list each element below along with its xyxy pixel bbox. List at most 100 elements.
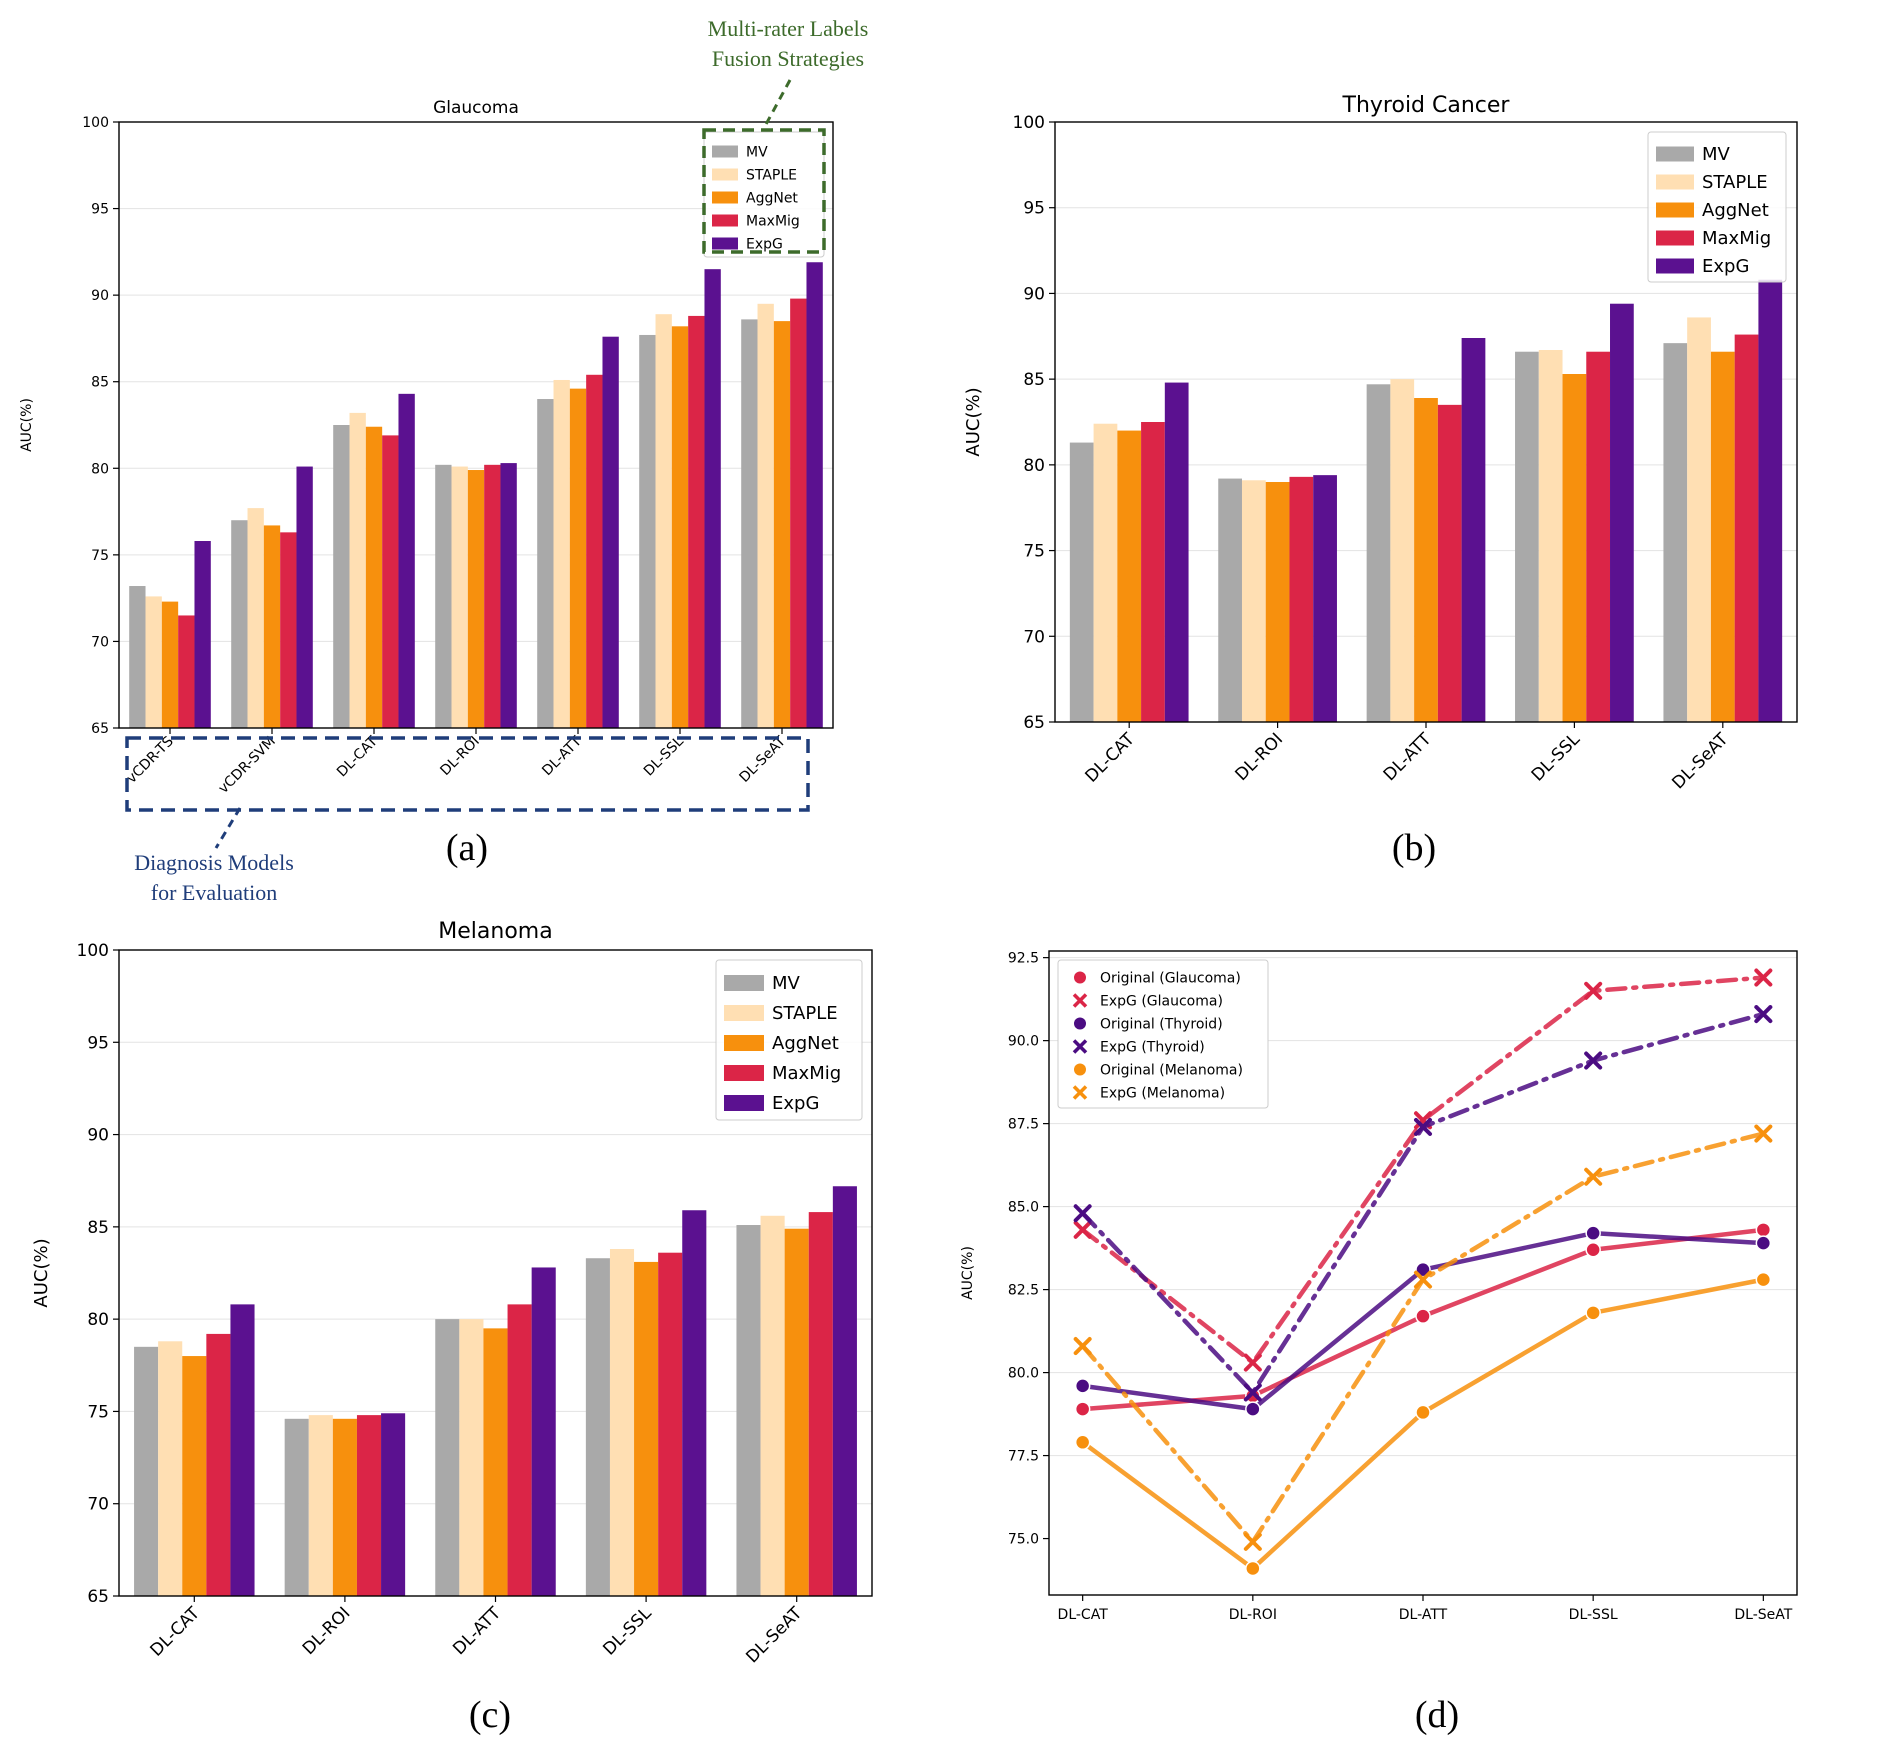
y-tick-label: 85: [91, 375, 109, 391]
y-tick-label: 80: [91, 461, 109, 477]
y-tick-label: 82.5: [1008, 1283, 1039, 1299]
bar-maxmig-dl-roi: [356, 1415, 382, 1596]
y-axis-label: AUC(%): [963, 387, 984, 456]
y-tick-label: 90: [87, 1126, 109, 1146]
bar-staple-dl-ssl: [655, 314, 672, 728]
point-expg-melanoma-dl-seat: [1754, 1124, 1773, 1143]
point-original-melanoma-dl-roi: [1245, 1560, 1261, 1577]
y-tick-label: 70: [1023, 627, 1045, 647]
bar-aggnet-dl-att: [1414, 398, 1438, 722]
y-tick-label: 65: [87, 1587, 109, 1607]
bar-mv-dl-cat: [1069, 442, 1094, 722]
legend-marker-expg-thyroid: [1072, 1039, 1088, 1054]
legend-label-aggnet: AggNet: [746, 191, 798, 207]
point-expg-thyroid-dl-ssl: [1584, 1051, 1603, 1070]
plot-frame: [118, 121, 834, 729]
bar-aggnet-dl-seat: [773, 321, 791, 728]
plot-frame: [1054, 121, 1798, 723]
legend-label-aggnet: AggNet: [1702, 200, 1769, 221]
marker-stroke: [1584, 981, 1603, 1000]
legend-swatch-maxmig: [724, 1065, 764, 1081]
legend: MV STAPLE AggNet MaxMig ExpG: [715, 959, 863, 1121]
bar-staple-dl-att: [553, 379, 570, 728]
legend-swatch-expg: [1656, 258, 1694, 274]
bar-mv-dl-cat: [134, 1346, 159, 1596]
legend-swatch-aggnet: [712, 191, 738, 204]
bar-aggnet-dl-seat: [1710, 351, 1735, 722]
plot-frame: [118, 949, 873, 1597]
fusion-annotation-pointer: [762, 79, 792, 129]
legend-swatch-mv: [724, 975, 764, 991]
bar-expg-dl-cat: [398, 393, 415, 728]
bar-expg-dl-cat: [1164, 382, 1189, 722]
point-original-glaucoma-dl-seat: [1755, 1222, 1772, 1238]
bar-staple-vcdr-svm: [247, 508, 264, 728]
y-tick-label: 100: [77, 941, 109, 961]
bar-expg-dl-ssl: [704, 269, 721, 728]
legend-label-expg: ExpG: [746, 237, 783, 253]
bar-expg-dl-seat: [806, 262, 823, 728]
y-tick-label: 65: [91, 721, 109, 737]
legend-label-mv: MV: [1702, 144, 1731, 165]
legend-label-original-thyroid: Original (Thyroid): [1100, 1017, 1223, 1033]
bar-mv-dl-roi: [1218, 478, 1242, 722]
panel-label-d: (d): [1415, 1694, 1459, 1736]
bar-expg-dl-roi: [500, 463, 517, 728]
bar-mv-dl-seat: [741, 319, 758, 728]
x-tick-label: DL-ATT: [449, 1603, 505, 1659]
bar-staple-vcdr-ts: [145, 596, 162, 728]
y-tick-label: 75.0: [1008, 1532, 1039, 1548]
bar-aggnet-dl-ssl: [671, 326, 689, 728]
fusion-annotation: Multi-rater Labels Fusion Strategies: [708, 16, 868, 129]
point-expg-thyroid-dl-roi: [1243, 1383, 1262, 1402]
legend-label-maxmig: MaxMig: [746, 214, 800, 230]
bar-expg-dl-seat: [1758, 279, 1783, 722]
bar-staple-dl-att: [1390, 379, 1415, 722]
legend-label-expg-melanoma: ExpG (Melanoma): [1100, 1086, 1225, 1102]
legend: Original (Glaucoma) ExpG (Glaucoma) Origin…: [1057, 959, 1269, 1109]
x-tick-label: DL-ROI: [437, 734, 482, 779]
point-expg-thyroid-dl-att: [1414, 1117, 1432, 1136]
point-original-melanoma-dl-att: [1415, 1404, 1431, 1421]
y-tick-label: 90: [1023, 284, 1045, 304]
x-tick-label: vCDR-SVM: [215, 734, 278, 797]
y-tick-label: 92.5: [1008, 951, 1039, 967]
legend-label-expg-thyroid: ExpG (Thyroid): [1100, 1040, 1205, 1056]
y-tick-label: 70: [87, 1495, 109, 1515]
panel-label-b: (b): [1392, 827, 1436, 869]
legend: MV STAPLE AggNet MaxMig ExpG: [703, 131, 825, 258]
legend-swatch-maxmig: [712, 214, 738, 227]
bar-maxmig-dl-cat: [206, 1333, 231, 1596]
marker-stroke: [1243, 1532, 1262, 1551]
bar-maxmig-dl-att: [586, 374, 603, 728]
y-tick-label: 80: [1023, 456, 1045, 476]
bar-aggnet-dl-att: [483, 1328, 508, 1596]
bar-maxmig-dl-seat: [1734, 334, 1759, 722]
legend-label-mv: MV: [772, 973, 801, 994]
y-tick-label: 75: [87, 1402, 109, 1422]
bar-mv-dl-ssl: [639, 334, 656, 728]
point-original-thyroid-dl-ssl: [1585, 1225, 1601, 1241]
y-tick-label: 90: [91, 288, 109, 304]
bar-staple-dl-roi: [1241, 480, 1266, 722]
point-expg-melanoma-dl-att: [1414, 1270, 1432, 1289]
y-tick-label: 75: [1023, 542, 1045, 562]
bar-expg-dl-ssl: [682, 1210, 707, 1596]
legend-label-original-melanoma: Original (Melanoma): [1100, 1063, 1243, 1079]
marker-stroke: [1754, 968, 1773, 987]
bar-maxmig-dl-ssl: [1586, 351, 1611, 722]
models-annotation-line2: for Evaluation: [151, 880, 277, 905]
y-tick-label: 85: [87, 1218, 109, 1238]
bar-aggnet-dl-cat: [365, 426, 383, 728]
legend-swatch-staple: [712, 168, 738, 181]
y-tick-label: 80: [87, 1310, 109, 1330]
marker-stroke: [1754, 1005, 1773, 1024]
legend: MV STAPLE AggNet MaxMig ExpG: [1647, 131, 1787, 283]
y-tick-label: 87.5: [1008, 1117, 1039, 1133]
bar-maxmig-vcdr-ts: [178, 615, 195, 728]
bar-expg-dl-att: [531, 1267, 556, 1596]
bar-staple-dl-roi: [451, 466, 468, 728]
bar-expg-dl-roi: [381, 1413, 406, 1596]
y-tick-label: 70: [91, 634, 109, 650]
point-original-melanoma-dl-ssl: [1585, 1305, 1601, 1321]
